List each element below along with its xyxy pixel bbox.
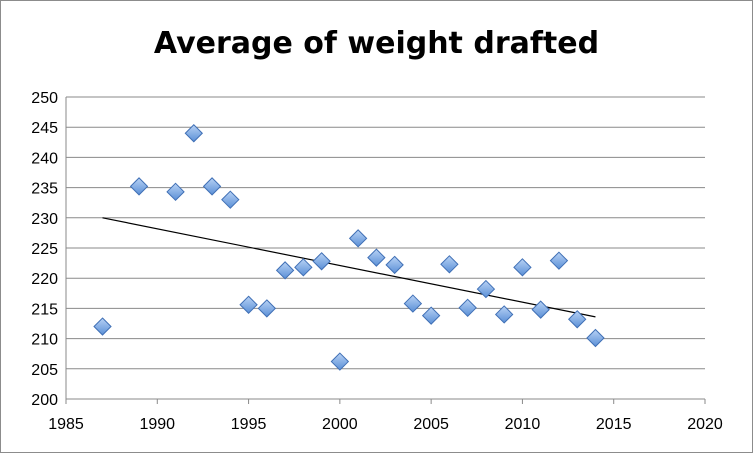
data-point (421, 306, 441, 325)
data-point (348, 229, 368, 248)
data-point (567, 310, 587, 329)
x-tick-label: 1985 (48, 416, 84, 433)
y-tick-label: 225 (31, 241, 58, 258)
data-point (549, 251, 569, 270)
data-point (513, 258, 532, 277)
y-tick-label: 240 (31, 150, 58, 167)
data-point (129, 177, 149, 196)
trendline (102, 217, 596, 318)
y-tick-label: 230 (31, 211, 58, 228)
x-tick-label: 1995 (231, 416, 267, 433)
y-tick-label: 220 (31, 271, 58, 288)
data-point (586, 328, 605, 348)
data-point (275, 261, 295, 280)
data-point (440, 255, 459, 274)
data-point (239, 295, 258, 314)
data-point (367, 248, 386, 267)
data-point (202, 177, 222, 196)
data-point (476, 279, 496, 299)
data-point (330, 352, 350, 371)
x-tick-label: 2010 (505, 416, 541, 433)
y-tick-label: 205 (31, 362, 58, 379)
data-point (294, 258, 313, 277)
data-point (184, 124, 204, 143)
data-point (166, 182, 185, 202)
y-tick-label: 235 (31, 181, 58, 198)
y-tick-label: 245 (31, 120, 58, 137)
data-point (458, 298, 477, 318)
data-point (221, 190, 240, 209)
x-tick-label: 2020 (687, 416, 723, 433)
x-tick-label: 1990 (139, 416, 175, 433)
y-tick-label: 210 (31, 332, 58, 349)
chart-title: Average of weight drafted (153, 26, 600, 61)
data-point (385, 255, 404, 275)
data-point (531, 300, 550, 319)
data-point (312, 252, 331, 271)
x-tick-label: 2015 (596, 416, 632, 433)
y-tick-label: 200 (31, 392, 58, 409)
y-tick-label: 215 (31, 301, 58, 318)
data-point (494, 305, 514, 324)
y-tick-label: 250 (31, 90, 58, 107)
data-point (403, 294, 423, 313)
data-point (93, 317, 112, 336)
data-point (257, 299, 277, 318)
x-tick-label: 2005 (413, 416, 449, 433)
x-tick-label: 2000 (322, 416, 358, 433)
